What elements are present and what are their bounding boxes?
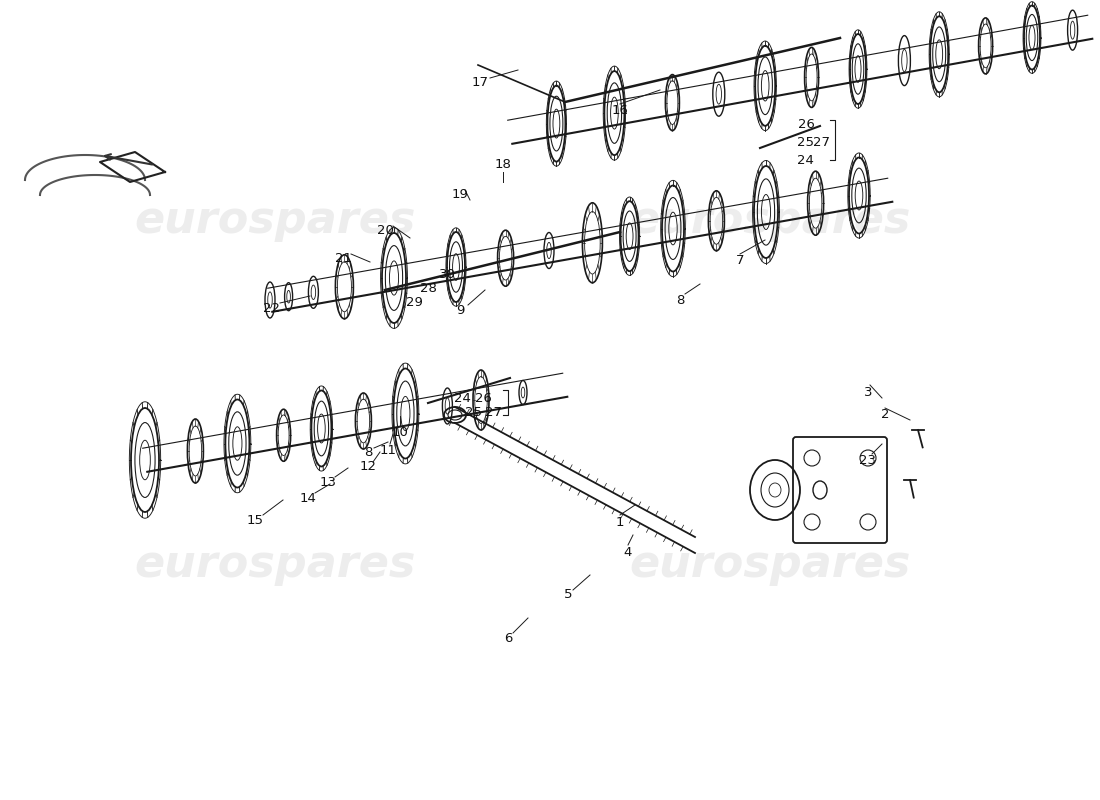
Text: 25: 25 [465,406,483,418]
Text: 13: 13 [319,475,337,489]
Text: 1: 1 [616,515,625,529]
Text: 8: 8 [675,294,684,306]
Text: 23: 23 [859,454,877,466]
Text: 12: 12 [360,461,376,474]
Text: 11: 11 [379,443,396,457]
Text: 16: 16 [612,103,628,117]
Text: 5: 5 [563,589,572,602]
Text: 8: 8 [364,446,372,458]
Text: 3: 3 [864,386,872,398]
Text: 21: 21 [336,251,352,265]
Text: 22: 22 [264,302,280,314]
Text: 4: 4 [624,546,632,558]
Text: 20: 20 [376,223,394,237]
Text: 18: 18 [495,158,512,171]
Text: 24: 24 [453,391,471,405]
Text: 27: 27 [814,137,830,150]
Text: 10: 10 [392,426,408,438]
Text: 6: 6 [504,631,513,645]
Text: 26: 26 [474,391,492,405]
Text: 28: 28 [419,282,437,294]
Text: 9: 9 [455,303,464,317]
Text: 14: 14 [299,491,317,505]
Text: 2: 2 [881,409,889,422]
Text: 19: 19 [452,189,469,202]
Text: 27: 27 [484,406,502,418]
Text: 25: 25 [798,137,814,150]
Text: eurospares: eurospares [134,198,416,242]
Text: 30: 30 [439,267,455,281]
Text: 15: 15 [246,514,264,526]
Text: 26: 26 [798,118,814,131]
Text: 7: 7 [736,254,745,266]
Text: eurospares: eurospares [629,543,911,586]
Text: eurospares: eurospares [134,543,416,586]
Text: 17: 17 [472,75,488,89]
Text: 24: 24 [796,154,813,166]
Text: 29: 29 [406,297,422,310]
Text: eurospares: eurospares [629,198,911,242]
